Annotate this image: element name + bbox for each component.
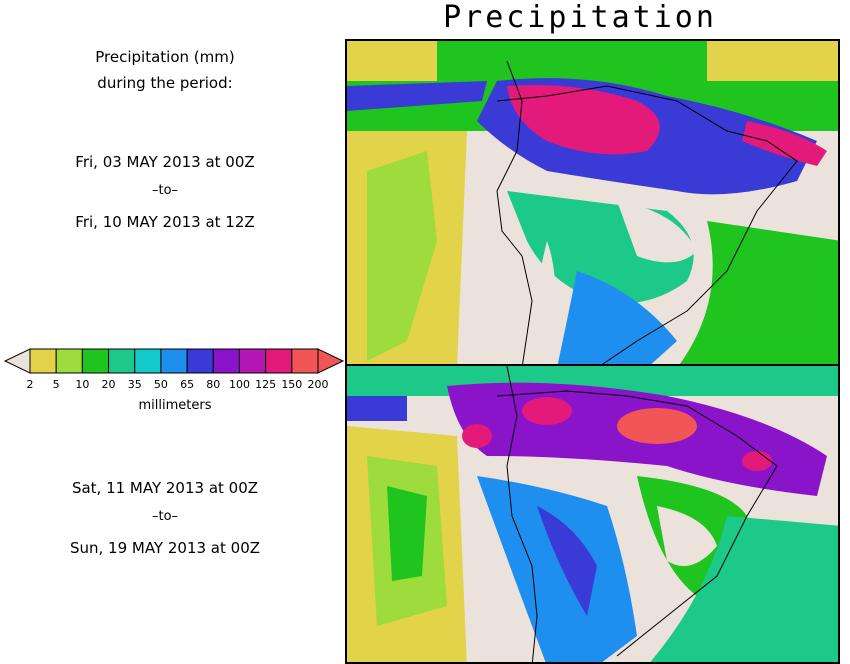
colorbar-tick-label: 200 bbox=[307, 378, 329, 391]
colorbar-tick-label: 125 bbox=[255, 378, 277, 391]
colorbar-tick-label: 50 bbox=[153, 378, 168, 391]
colorbar-swatch bbox=[134, 348, 162, 374]
period-2-to: –to– bbox=[151, 509, 179, 524]
map-panel-period-1 bbox=[345, 39, 840, 366]
colorbar-swatch bbox=[55, 348, 83, 374]
colorbar-tick-label: 65 bbox=[180, 378, 195, 391]
period-2-end: Sun, 19 MAY 2013 at 00Z bbox=[69, 539, 261, 557]
period-1-start: Fri, 03 MAY 2013 at 00Z bbox=[75, 153, 255, 171]
colorbar-tick-label: 150 bbox=[281, 378, 303, 391]
colorbar-tick-label: 2 bbox=[26, 378, 34, 391]
colorbar-tick-labels: 2 5 10 20 35 50 65 80 100 125 150 200 bbox=[0, 378, 345, 394]
colorbar-swatch bbox=[108, 348, 136, 374]
colorbar-tick-label: 20 bbox=[101, 378, 116, 391]
colorbar-swatch bbox=[291, 348, 319, 374]
colorbar-tick-label: 100 bbox=[228, 378, 250, 391]
period-2-start: Sat, 11 MAY 2013 at 00Z bbox=[71, 479, 259, 497]
colorbar-below-triangle bbox=[3, 348, 31, 374]
legend-heading-line2: during the period: bbox=[97, 74, 233, 92]
colorbar-swatch bbox=[238, 348, 267, 374]
map-panel-period-2 bbox=[345, 364, 840, 664]
colorbar-swatch bbox=[160, 348, 188, 374]
colorbar-swatch bbox=[212, 348, 240, 374]
colorbar-tick-label: 10 bbox=[75, 378, 90, 391]
colorbar-tick-label: 35 bbox=[127, 378, 142, 391]
colorbar-swatch bbox=[81, 348, 110, 374]
precipitation-colorbar bbox=[3, 348, 345, 374]
period-1-end: Fri, 10 MAY 2013 at 12Z bbox=[75, 213, 255, 231]
legend-heading-line1: Precipitation (mm) bbox=[95, 48, 235, 66]
colorbar-swatch bbox=[29, 348, 57, 374]
colorbar-unit-label: millimeters bbox=[138, 398, 212, 413]
colorbar-swatch bbox=[186, 348, 214, 374]
colorbar-above-triangle bbox=[317, 348, 345, 374]
colorbar-tick-label: 80 bbox=[206, 378, 221, 391]
colorbar-tick-label: 5 bbox=[52, 378, 60, 391]
colorbar-swatch bbox=[265, 348, 293, 374]
period-1-to: –to– bbox=[151, 183, 179, 198]
